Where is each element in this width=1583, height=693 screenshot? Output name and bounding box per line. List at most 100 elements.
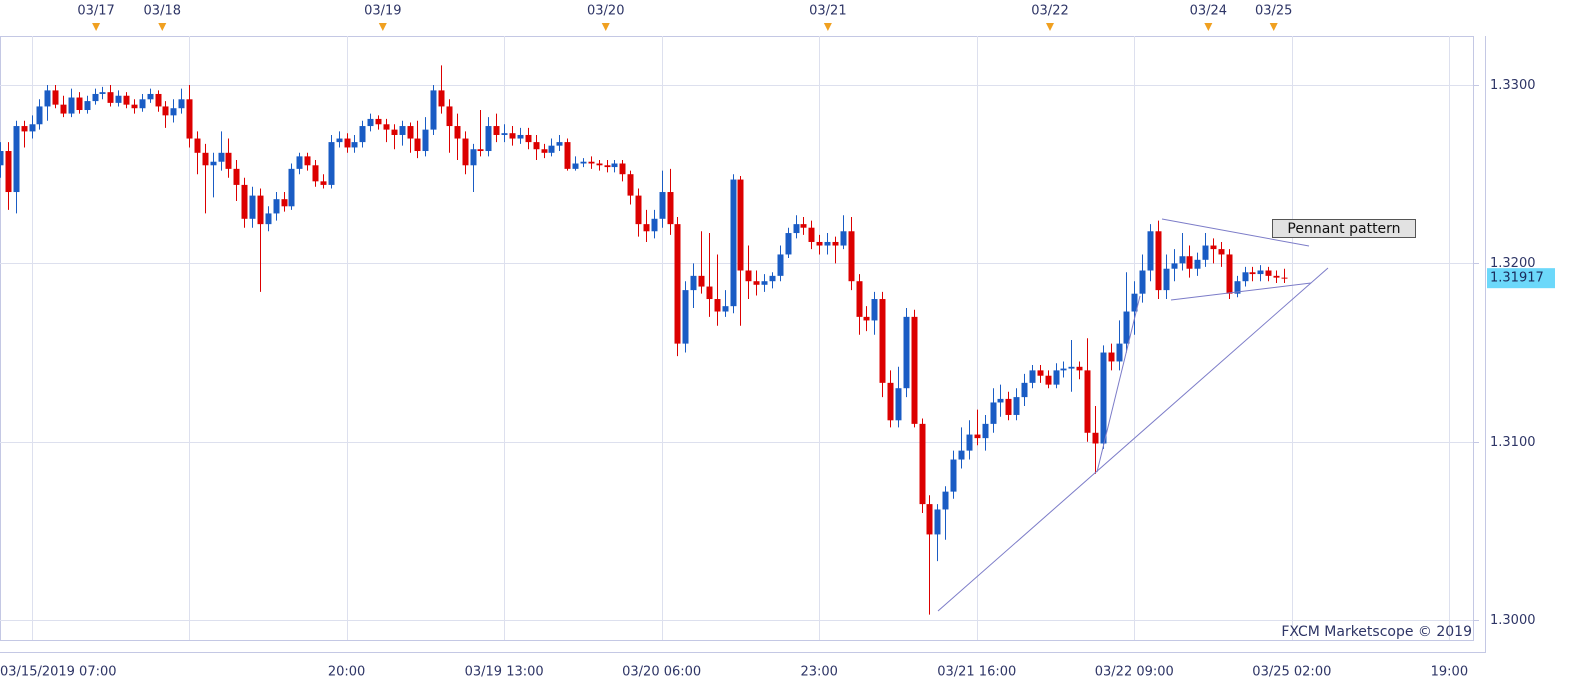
candle-body <box>1257 270 1264 275</box>
x-tick-label: 03/25 02:00 <box>1252 665 1331 680</box>
candle-body <box>1021 382 1028 398</box>
candle-body <box>477 149 484 152</box>
candle-body <box>1092 432 1099 444</box>
candle-body <box>186 99 193 139</box>
candle-body <box>99 92 106 94</box>
trend-lines <box>937 218 1329 612</box>
day-marker <box>92 23 101 31</box>
candle-body <box>273 199 280 214</box>
candle-body <box>1068 366 1075 369</box>
candle-body <box>265 213 272 225</box>
annotation-box <box>1272 219 1416 238</box>
candle-body <box>296 156 303 169</box>
candle-body <box>249 195 256 219</box>
candle-body <box>123 95 130 105</box>
candle-body <box>367 118 374 127</box>
candle-body <box>682 290 689 344</box>
candle-body <box>556 142 563 146</box>
candle-body <box>1202 245 1209 260</box>
candle-body <box>990 402 997 424</box>
candle-body <box>336 138 343 143</box>
candle-body <box>281 199 288 207</box>
candle-body <box>210 161 217 166</box>
candle-body <box>446 106 453 127</box>
candle-body <box>170 108 177 116</box>
candle-body <box>438 90 445 107</box>
last-price-box <box>1487 268 1555 289</box>
x-tick-label: 23:00 <box>800 665 837 680</box>
candle-body <box>1249 272 1256 275</box>
x-tick-label: 03/19 13:00 <box>465 665 544 680</box>
candle-body <box>793 224 800 234</box>
candle-body <box>588 161 595 164</box>
candle-body <box>997 398 1004 403</box>
day-marker-label: 03/19 <box>364 4 401 19</box>
candle-body <box>1005 398 1012 415</box>
candle-body <box>1037 370 1044 376</box>
candle-body <box>950 459 957 492</box>
trend-line <box>937 267 1329 612</box>
candle-body <box>320 181 327 185</box>
x-tick-label: 19:00 <box>1431 665 1468 680</box>
candle-body <box>1210 245 1217 250</box>
candle-body <box>690 275 697 291</box>
candle-body <box>84 101 91 111</box>
candle-body <box>1116 343 1123 362</box>
candle-body <box>1013 397 1020 415</box>
candle-body <box>21 126 28 132</box>
candle-body <box>737 179 744 271</box>
candle-body <box>414 138 421 152</box>
candle-body <box>60 104 67 114</box>
candle-body <box>1194 259 1201 269</box>
candle-body <box>13 126 20 193</box>
candle-body <box>36 106 43 125</box>
candle-body <box>966 434 973 451</box>
candle-body <box>233 168 240 185</box>
candle-body <box>974 434 981 439</box>
candle-body <box>525 134 532 143</box>
candle-body <box>879 299 886 383</box>
day-marker <box>1204 23 1213 31</box>
candle-body <box>745 270 752 282</box>
candle-body <box>863 316 870 321</box>
candle-body <box>982 423 989 439</box>
day-marker <box>1046 23 1055 31</box>
day-marker-label: 03/20 <box>587 4 624 19</box>
candle-body <box>611 163 618 168</box>
candle-body <box>194 138 201 153</box>
candle-body <box>509 133 516 139</box>
candle-body <box>698 275 705 287</box>
candle-body <box>730 179 737 307</box>
day-marker-label: 03/25 <box>1255 4 1292 19</box>
candle-body <box>871 299 878 321</box>
candle-body <box>517 134 524 139</box>
candle-body <box>1234 281 1241 294</box>
x-tick-label: 03/20 06:00 <box>622 665 701 680</box>
candle-body <box>1045 375 1052 385</box>
candle-body <box>399 126 406 135</box>
candle-body <box>68 97 75 114</box>
candle-body <box>1155 231 1162 291</box>
candle-body <box>1179 256 1186 264</box>
candle-body <box>635 195 642 225</box>
candle-body <box>761 281 768 285</box>
candle-body <box>1084 370 1091 433</box>
candle-body <box>1131 293 1138 312</box>
candle-body <box>1076 366 1083 371</box>
day-marker-label: 03/24 <box>1190 4 1227 19</box>
candle-body <box>856 281 863 317</box>
candle-body <box>1265 270 1272 276</box>
candle-body <box>1163 268 1170 291</box>
candle-body <box>1053 370 1060 385</box>
day-marker <box>378 23 387 31</box>
candle-body <box>131 104 138 109</box>
candle-body <box>391 129 398 135</box>
candle-body <box>493 126 500 135</box>
candle-body <box>430 90 437 130</box>
candle-body <box>667 192 674 225</box>
candle-body <box>911 316 918 424</box>
x-tick-label: 03/15/2019 07:00 <box>0 665 117 680</box>
candle-body <box>541 149 548 153</box>
candle-body <box>903 316 910 389</box>
candle-body <box>619 163 626 175</box>
